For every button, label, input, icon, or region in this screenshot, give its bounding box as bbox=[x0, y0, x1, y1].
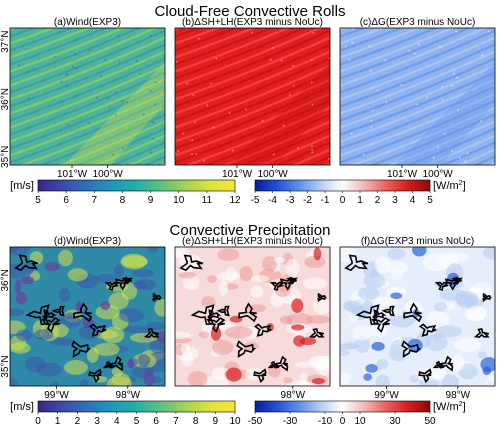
colorbar-unit: [W/m2] bbox=[433, 180, 466, 192]
colorbar-tick-label: -50 bbox=[248, 416, 263, 425]
colorbar-tick-label: 0 bbox=[340, 195, 346, 206]
x-tick-label: 101°W bbox=[387, 169, 418, 180]
colorbar-tick-label: 4 bbox=[410, 195, 416, 206]
colorbar-tick-label: 0 bbox=[35, 416, 41, 425]
colorbars: [m/s]5 6 7 8 9 10 11 12[W/m2]-5 -4 -3 -2 -1 0 1 2 3 4 5[m… bbox=[10, 179, 466, 425]
heatmap-field bbox=[10, 247, 165, 386]
panel-title: (e)ΔSH+LH(EXP3 minus NoUc) bbox=[182, 236, 323, 247]
colorbar-tick-label: 10 bbox=[173, 195, 185, 206]
panel-e: (e)ΔSH+LH(EXP3 minus NoUc) 98°W bbox=[174, 236, 331, 401]
colorbar: [m/s]0 1 2 3 4 5 6 7 8 9 10 bbox=[10, 400, 241, 425]
x-tick-label: 101°W bbox=[222, 169, 253, 180]
colorbar-unit: [m/s] bbox=[10, 180, 34, 192]
colorbar-tick-label: 30 bbox=[389, 416, 401, 425]
panel-d: (d)Wind(EXP3) 99°W 98°W 36°N 35°N bbox=[0, 236, 166, 401]
y-tick-label: 35°N bbox=[0, 355, 11, 377]
colorbar-tick-label: 0 bbox=[340, 416, 346, 425]
heatmap-field bbox=[340, 28, 495, 165]
panel-title: (a)Wind(EXP3) bbox=[54, 17, 121, 28]
colorbar-tick-label: 5 bbox=[427, 195, 433, 206]
panel-a: (a)Wind(EXP3) 101°W 100°W 37°N 36°N 35°N bbox=[0, 17, 166, 180]
x-tick-label: 98°W bbox=[446, 390, 471, 401]
colorbar: [W/m2] -50 -30 -10 0 10 30 50 bbox=[248, 400, 466, 425]
x-tick-label: 99°W bbox=[44, 390, 69, 401]
colorbar-tick-label: -2 bbox=[303, 195, 312, 206]
colorbar-tick-label: -5 bbox=[251, 195, 260, 206]
colorbar-tick-label: 7 bbox=[92, 195, 98, 206]
colorbar-tick-label: 5 bbox=[35, 195, 41, 206]
colorbar-tick-label: 3 bbox=[392, 195, 398, 206]
y-tick-label: 36°N bbox=[0, 269, 11, 291]
colorbar-tick-label: 8 bbox=[193, 416, 199, 425]
colorbar-tick-label: -3 bbox=[286, 195, 295, 206]
colorbar-tick-label: 6 bbox=[153, 416, 159, 425]
panels: (a)Wind(EXP3) 101°W 100°W 37°N 36°N 35°N (b)ΔS… bbox=[0, 17, 496, 401]
colorbar-tick-label: -30 bbox=[283, 416, 298, 425]
colorbar-tick-label: 5 bbox=[134, 416, 140, 425]
heatmap-field bbox=[175, 28, 330, 165]
colorbar-tick-label: 6 bbox=[63, 195, 69, 206]
x-tick-label: 100°W bbox=[258, 169, 289, 180]
colorbar-tick-label: 9 bbox=[148, 195, 154, 206]
colorbar-unit: [W/m2] bbox=[433, 401, 466, 413]
x-tick-label: 101°W bbox=[57, 169, 88, 180]
panel-b: (b)ΔSH+LH(EXP3 minus NoUc) 101°W 100°W bbox=[174, 17, 331, 180]
panel-f: (f)ΔG(EXP3 minus NoUc) 99°W 98°W bbox=[339, 236, 496, 401]
heatmap-field bbox=[10, 28, 165, 165]
colorbar: [m/s]5 6 7 8 9 10 11 12 bbox=[10, 179, 241, 206]
colorbar-tick-label: 1 bbox=[357, 195, 363, 206]
y-tick-label: 35°N bbox=[0, 146, 11, 168]
x-tick-label: 100°W bbox=[423, 169, 454, 180]
colorbar-tick-label: 3 bbox=[94, 416, 100, 425]
colorbar: [W/m2] -5 -4 -3 -2 -1 0 1 2 3 4 5 bbox=[251, 179, 466, 206]
colorbar-tick-label: 12 bbox=[229, 195, 241, 206]
colorbar-tick-label: 8 bbox=[120, 195, 126, 206]
panel-title: (d)Wind(EXP3) bbox=[54, 236, 121, 247]
colorbar-tick-label: -10 bbox=[318, 416, 333, 425]
panel-c: (c)ΔG(EXP3 minus NoUc) 101°W 100°W bbox=[339, 17, 496, 180]
section-title-precip: Convective Precipitation bbox=[170, 222, 331, 239]
y-tick-label: 37°N bbox=[0, 31, 11, 53]
panel-title: (f)ΔG(EXP3 minus NoUc) bbox=[361, 236, 474, 247]
colorbar-tick-label: 11 bbox=[202, 195, 213, 206]
colorbar-tick-label: 1 bbox=[55, 416, 61, 425]
colorbar-tick-label: -4 bbox=[268, 195, 277, 206]
x-tick-label: 99°W bbox=[374, 390, 399, 401]
heatmap-field bbox=[175, 247, 330, 386]
colorbar-tick-label: 50 bbox=[424, 416, 436, 425]
colorbar-tick-label: 2 bbox=[375, 195, 381, 206]
heatmap-field bbox=[340, 247, 495, 386]
colorbar-tick-label: 10 bbox=[354, 416, 366, 425]
y-tick-label: 36°N bbox=[0, 88, 11, 110]
panel-title: (b)ΔSH+LH(EXP3 minus NoUc) bbox=[182, 17, 323, 28]
colorbar-tick-label: 9 bbox=[213, 416, 219, 425]
panel-title: (c)ΔG(EXP3 minus NoUc) bbox=[360, 17, 476, 28]
x-tick-label: 98°W bbox=[116, 390, 141, 401]
colorbar-tick-label: -1 bbox=[321, 195, 330, 206]
colorbar-tick-label: 4 bbox=[114, 416, 120, 425]
colorbar-tick-label: 7 bbox=[173, 416, 179, 425]
x-tick-label: 100°W bbox=[93, 169, 124, 180]
x-tick-label: 98°W bbox=[281, 390, 306, 401]
colorbar-unit: [m/s] bbox=[10, 401, 34, 413]
colorbar-tick-label: 2 bbox=[75, 416, 81, 425]
section-title-rolls: Cloud-Free Convective Rolls bbox=[155, 3, 346, 20]
colorbar-tick-label: 10 bbox=[229, 416, 241, 425]
